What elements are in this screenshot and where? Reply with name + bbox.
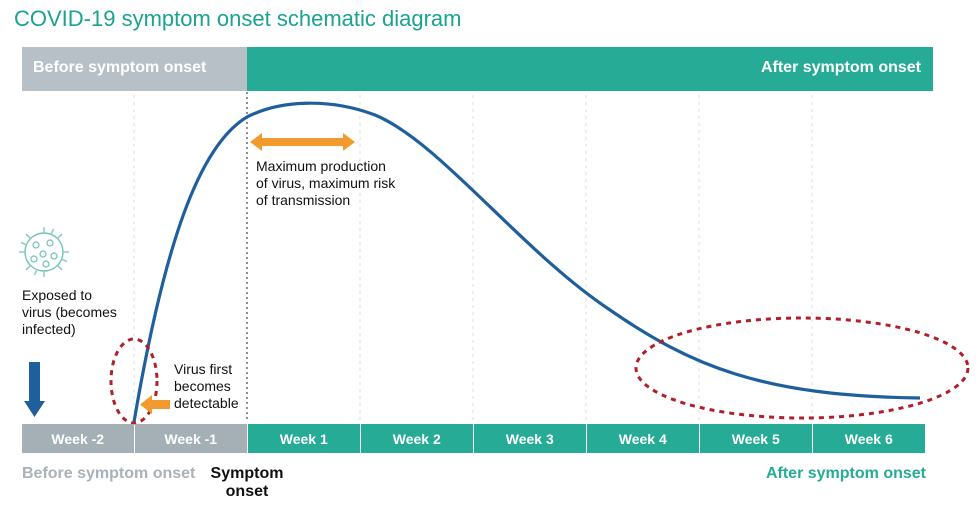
week-cell: Week 3	[474, 424, 586, 453]
before-onset-band: Before symptom onset	[22, 47, 247, 91]
bottom-after-onset-label: After symptom onset	[765, 465, 926, 482]
week-cell: Week 5	[700, 424, 812, 453]
viral-load-curve	[132, 101, 921, 423]
page-title: COVID-19 symptom onset schematic diagram	[14, 6, 462, 31]
week-cell: Week 1	[248, 424, 360, 453]
before-onset-band-label: Before symptom onset	[33, 59, 207, 76]
double-arrow-icon	[250, 133, 355, 151]
maximum-production-note: Maximum production of virus, maximum ris…	[256, 158, 396, 208]
week-cell: Week 6	[813, 424, 925, 453]
week-cell: Week -1	[135, 424, 247, 453]
week-cell: Week 2	[361, 424, 473, 453]
exposed-note: Exposed to virus (becomes infected)	[22, 287, 117, 337]
virus-icon	[19, 227, 69, 277]
week-cell: Week -2	[22, 424, 134, 453]
late-phase-highlight-circle	[634, 316, 970, 420]
week-cell: Week 4	[587, 424, 699, 453]
bottom-symptom-onset-label: Symptom onset	[210, 465, 284, 500]
detectable-note: Virus first becomes detectable	[174, 361, 239, 411]
after-onset-band-label: After symptom onset	[760, 59, 921, 76]
detection-highlight-circle	[109, 337, 159, 425]
bottom-before-onset-label: Before symptom onset	[22, 465, 196, 482]
after-onset-band: After symptom onset	[247, 47, 933, 91]
down-arrow-icon	[24, 362, 45, 417]
left-arrow-icon	[140, 395, 170, 414]
grid-lines	[133, 95, 813, 422]
